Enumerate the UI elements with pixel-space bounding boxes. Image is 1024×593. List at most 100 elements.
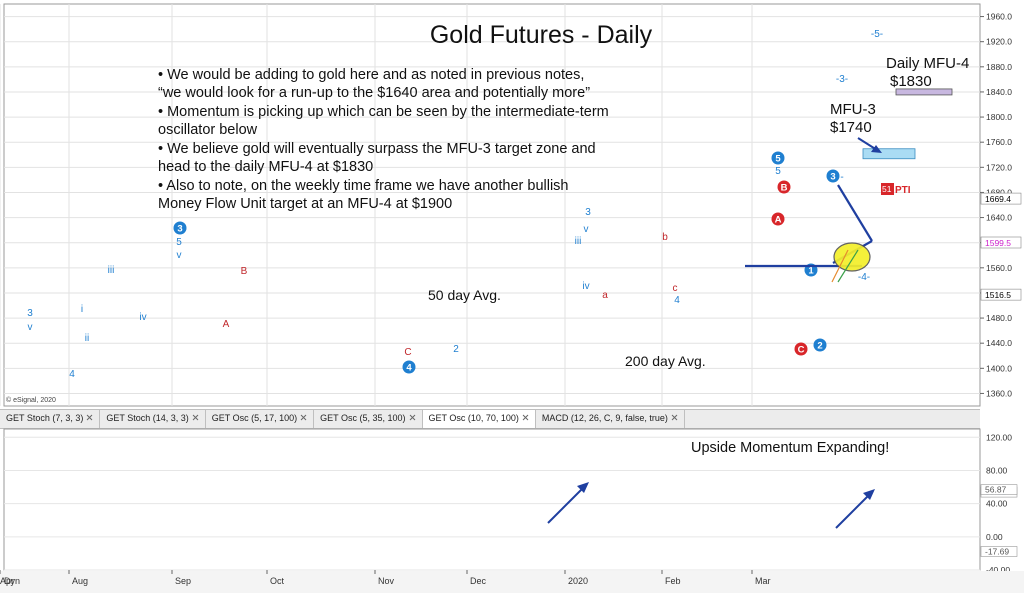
wave-label: iii — [108, 265, 115, 276]
indicator-tab-label: GET Stoch (7, 3, 3) — [6, 413, 84, 423]
wave-label: b — [662, 232, 668, 243]
bullet-line: • We would be adding to gold here and as… — [158, 67, 584, 83]
bullet-line: • We believe gold will eventually surpas… — [158, 141, 596, 157]
x-tick-label: Mar — [755, 576, 771, 586]
wave-label: ii — [85, 333, 89, 344]
wave-label: - — [840, 172, 843, 183]
tab-close-icon[interactable] — [409, 414, 416, 421]
wave-circle-label: A — [775, 215, 782, 226]
indicator-tab[interactable]: GET Stoch (14, 3, 3) — [100, 410, 206, 428]
wave-label: 4 — [69, 369, 75, 380]
pti-value: 51 — [882, 184, 892, 194]
wave-circle-label: C — [798, 345, 805, 356]
price-label: 1599.5 — [985, 238, 1011, 248]
y-tick-label: 1400.0 — [986, 363, 1012, 373]
y-tick-label: 1480.0 — [986, 313, 1012, 323]
indicator-tab[interactable]: GET Stoch (7, 3, 3) — [0, 410, 101, 428]
pti-label: PTI — [895, 185, 911, 196]
osc-value-box — [980, 546, 1018, 557]
y-tick-label: 1760.0 — [986, 137, 1012, 147]
wave-circle-label: B — [781, 183, 788, 194]
x-tick-label: Aug — [72, 576, 88, 586]
price-label: 1516.5 — [985, 290, 1011, 300]
wave-circle-marker — [813, 338, 827, 352]
y-tick-label: 1920.0 — [986, 37, 1012, 47]
indicator-tab[interactable]: GET Osc (5, 17, 100) — [206, 410, 315, 428]
osc-value-label: -17.69 — [985, 546, 1009, 556]
wave-label: v — [177, 250, 182, 261]
wave-circle-marker — [402, 360, 416, 374]
ma200-label: 200 day Avg. — [625, 353, 706, 369]
wave-label: v — [28, 322, 33, 333]
tab-close-icon[interactable] — [522, 414, 529, 421]
tab-close-icon[interactable] — [300, 414, 307, 421]
momentum-arrow-shaft — [547, 486, 585, 524]
chart-title: Gold Futures - Daily — [430, 21, 653, 49]
wave-label: 5 — [176, 237, 182, 248]
wave-circle-marker — [173, 221, 187, 235]
tab-close-icon[interactable] — [671, 414, 678, 421]
indicator-tab-label: GET Osc (5, 17, 100) — [211, 413, 298, 423]
wave-label: 3 — [585, 207, 591, 218]
indicator-tab[interactable]: GET Osc (10, 70, 100) — [422, 410, 536, 428]
price-label-box — [980, 236, 1022, 249]
x-tick-label: Sep — [175, 576, 191, 586]
indicator-tab[interactable]: MACD (12, 26, C, 9, false, true) — [536, 410, 685, 428]
x-axis-band — [0, 571, 1024, 593]
wave-circle-label: 4 — [406, 363, 412, 374]
wave-label: -3- — [836, 74, 848, 85]
indicator-tabbar: GET Stoch (7, 3, 3) GET Stoch (14, 3, 3) G… — [0, 409, 980, 429]
bullet-line: “we would look for a run-up to the $1640… — [158, 85, 590, 101]
wave-label: v — [584, 224, 589, 235]
wave-label: 3 — [27, 308, 33, 319]
osc-annotation: Upside Momentum Expanding! — [691, 440, 889, 456]
wave-label: c — [673, 283, 678, 294]
momentum-arrow-head-2 — [863, 489, 875, 500]
indicator-tab-label: GET Osc (10, 70, 100) — [428, 413, 519, 423]
wave-label: iv — [139, 312, 146, 323]
price-label: 1669.4 — [985, 194, 1011, 204]
osc-value-box — [980, 484, 1018, 495]
indicator-tab-label: GET Stoch (14, 3, 3) — [106, 413, 189, 423]
price-label-box — [980, 288, 1022, 301]
indicator-tab-label: MACD (12, 26, C, 9, false, true) — [541, 413, 668, 423]
y-tick-label: 1360.0 — [986, 388, 1012, 398]
osc-plot-area — [3, 428, 981, 571]
y-tick-label: 1560.0 — [986, 263, 1012, 273]
wave-circle-label: 1 — [808, 266, 814, 277]
tab-close-icon[interactable] — [86, 414, 93, 421]
y-tick-label: 1880.0 — [986, 62, 1012, 72]
wave-label: iii — [575, 236, 582, 247]
price-chart: 1960.0 1920.0 1880.0 1840.0 1800.0 1760.0 1720… — [0, 3, 1022, 407]
x-tick-label: Dec — [470, 576, 487, 586]
price-label-box — [980, 192, 1022, 205]
wave-circle-marker — [794, 342, 808, 356]
x-tick-label: Apr — [0, 576, 14, 586]
osc-y-tick-label: 40.00 — [986, 499, 1008, 509]
wave-label: C — [404, 347, 411, 358]
mfu3-target-box — [862, 148, 916, 160]
wave-label: 4 — [674, 295, 680, 306]
wave-label: A — [223, 319, 230, 330]
wave-circle-marker — [777, 180, 791, 194]
y-tick-label: 1640.0 — [986, 213, 1012, 223]
ma50-label: 50 day Avg. — [428, 287, 501, 303]
bullet-line: • Also to note, on the weekly time frame… — [158, 178, 569, 194]
wave-circle-marker — [771, 212, 785, 226]
wave-label: -5- — [871, 29, 883, 40]
wave-label: 2 — [453, 344, 459, 355]
x-tick-label: Feb — [665, 576, 681, 586]
wave-label: a — [602, 290, 608, 301]
pti-value-box — [881, 183, 894, 195]
momentum-arrow-shaft-2 — [835, 493, 871, 529]
osc-y-tick-label: 80.00 — [986, 465, 1008, 475]
osc-y-tick-label: 120.00 — [986, 432, 1012, 442]
tab-close-icon[interactable] — [192, 414, 199, 421]
x-tick-label: Oct — [270, 576, 285, 586]
indicator-tab[interactable]: GET Osc (5, 35, 100) — [314, 410, 423, 428]
wave-label: B — [241, 266, 248, 277]
wave-label: 5 — [775, 166, 781, 177]
wave-circle-marker — [771, 151, 785, 165]
wave-circle-label: 5 — [775, 154, 781, 165]
